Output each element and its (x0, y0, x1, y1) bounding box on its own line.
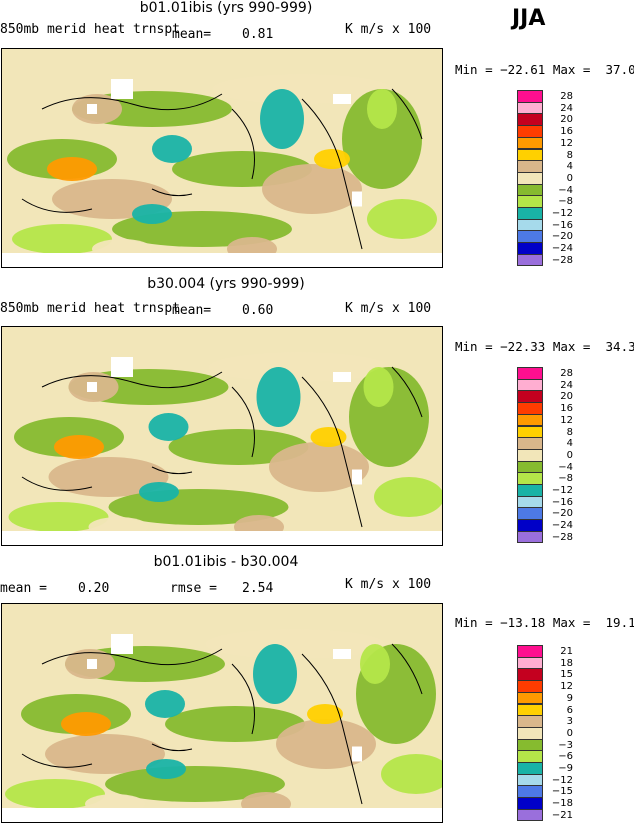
color-scale-label: 12 (560, 414, 573, 426)
color-scale-label: −8 (558, 196, 573, 208)
color-scale-label: 0 (566, 727, 573, 739)
diff-mean-label: mean = (0, 581, 47, 596)
color-scale-label: −20 (551, 231, 573, 243)
color-scale-label: 15 (560, 669, 573, 681)
color-scale-label: 8 (566, 426, 573, 438)
min-max-label: Min = −13.18 Max = 19.19 (455, 615, 634, 630)
color-scale-label: 16 (560, 126, 573, 138)
color-scale-label: −3 (558, 739, 573, 751)
units-label: K m/s x 100 (345, 577, 432, 592)
color-scale-label: −8 (558, 473, 573, 485)
color-scale-label: −28 (551, 531, 573, 543)
units-label: K m/s x 100 (345, 301, 432, 316)
color-scale-label: −12 (551, 485, 573, 496)
map-field (2, 604, 442, 822)
color-scale-label: 8 (566, 149, 573, 161)
panel-3: b01.01ibis - b30.004 mean = 0.20 rmse = … (0, 552, 634, 823)
diff-mean-value: 0.20 (78, 581, 110, 596)
color-scale-label: −24 (551, 520, 573, 532)
color-scale-label: −4 (558, 461, 573, 473)
color-scale-label: 28 (560, 368, 573, 379)
color-scale-label: 28 (560, 91, 573, 102)
color-scale-label: −20 (551, 508, 573, 520)
color-scale-label: 0 (566, 449, 573, 461)
panel-title: b30.004 (yrs 990-999) (147, 276, 305, 292)
color-scale-label: −28 (551, 254, 573, 266)
color-scale-swatch (517, 253, 543, 267)
min-max-label: Min = −22.61 Max = 37.09 (455, 62, 634, 77)
color-scale-label: 21 (560, 646, 573, 657)
map-field (2, 327, 442, 545)
color-scale-label: 18 (560, 657, 573, 669)
color-scale-label: −16 (551, 219, 573, 231)
variable-label: 850mb merid heat trnspt (0, 301, 181, 316)
color-scale-label: 4 (566, 438, 573, 450)
color-scale-label: 24 (560, 379, 573, 391)
rmse-value: 2.54 (242, 581, 274, 596)
mean-label: mean= (172, 303, 212, 318)
color-scale-label: −18 (551, 798, 573, 810)
panel-title: b01.01ibis - b30.004 (153, 554, 299, 570)
color-scale-swatch (517, 530, 543, 544)
variable-label: 850mb merid heat trnspt (0, 22, 181, 37)
season-label: JJA (512, 6, 546, 31)
color-scale-label: −9 (558, 763, 573, 774)
panel-2: b30.004 (yrs 990-999) 850mb merid heat t… (0, 276, 634, 548)
color-scale-label: 16 (560, 403, 573, 415)
units-label: K m/s x 100 (345, 22, 432, 37)
color-scale-label: 20 (560, 114, 573, 126)
color-scale-label: −12 (551, 208, 573, 219)
color-scale-label: −24 (551, 243, 573, 255)
color-scale-label: −21 (551, 809, 573, 821)
color-scale-label: −15 (551, 786, 573, 798)
color-scale-label: 12 (560, 681, 573, 693)
min-max-label: Min = −22.33 Max = 34.37 (455, 339, 634, 354)
contour-map (1, 48, 443, 268)
mean-value: 0.60 (242, 303, 274, 318)
color-scale-label: 4 (566, 161, 573, 173)
mean-value: 0.81 (242, 27, 274, 42)
mean-label: mean= (172, 27, 212, 42)
color-scale-label: −16 (551, 496, 573, 508)
color-scale-label: 12 (560, 137, 573, 149)
panel-1: b01.01ibis (yrs 990-999) 850mb merid hea… (0, 0, 634, 272)
rmse-label: rmse = (170, 581, 217, 596)
color-scale-swatch (517, 808, 543, 822)
color-scale-label: 6 (566, 704, 573, 716)
contour-map (1, 603, 443, 823)
color-scale-label: 20 (560, 391, 573, 403)
color-scale-label: 9 (566, 692, 573, 704)
color-scale-label: −4 (558, 184, 573, 196)
color-scale-label: −6 (558, 751, 573, 763)
color-scale-label: 24 (560, 102, 573, 114)
panel-title: b01.01ibis (yrs 990-999) (139, 0, 313, 16)
color-scale-label: −12 (551, 774, 573, 786)
color-scale-label: 3 (566, 716, 573, 728)
map-field (2, 49, 442, 267)
contour-map (1, 326, 443, 546)
color-scale-label: 0 (566, 172, 573, 184)
